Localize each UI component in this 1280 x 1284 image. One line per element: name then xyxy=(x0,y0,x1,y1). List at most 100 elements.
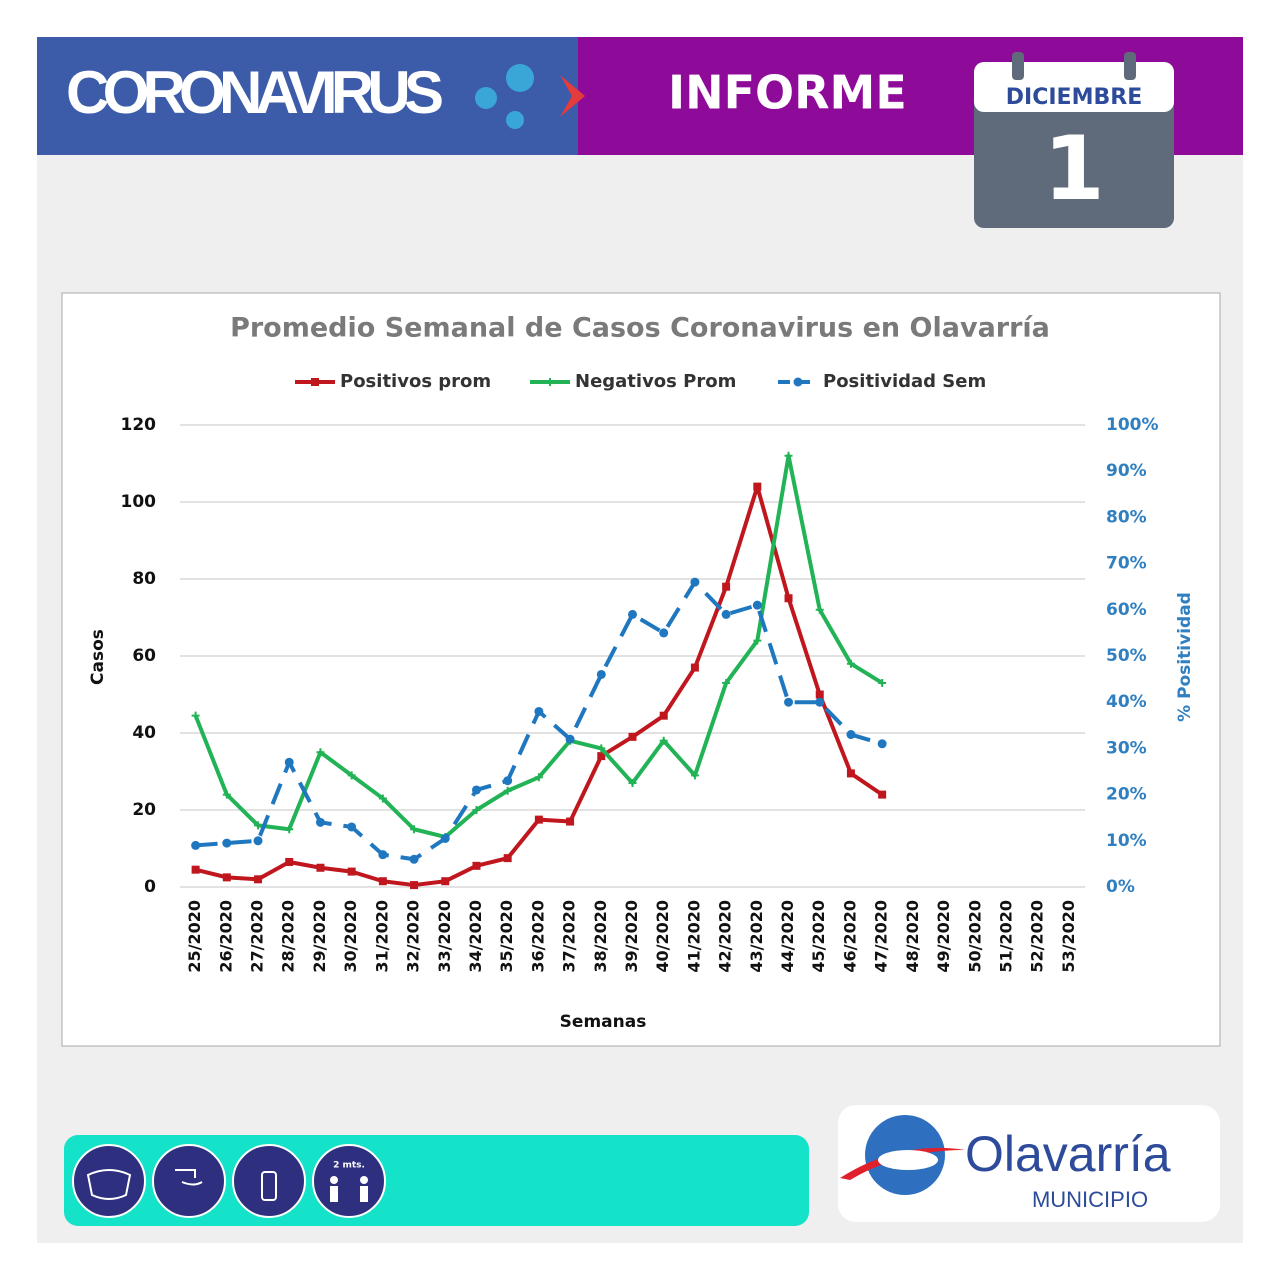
x-tick-label: 38/2020 xyxy=(591,900,610,973)
x-tick-label: 27/2020 xyxy=(248,900,267,973)
x-tick-label: 46/2020 xyxy=(840,900,859,973)
marker xyxy=(441,877,450,886)
marker xyxy=(222,838,232,848)
marker xyxy=(846,769,855,778)
marker xyxy=(503,776,513,786)
x-tick-label: 49/2020 xyxy=(934,900,953,973)
marker xyxy=(284,757,294,767)
marker xyxy=(878,790,887,799)
y2-tick-label: 40% xyxy=(1106,692,1147,712)
x-tick-label: 39/2020 xyxy=(622,900,641,973)
marker xyxy=(378,877,387,886)
x-tick-label: 44/2020 xyxy=(778,900,797,973)
x-tick-label: 52/2020 xyxy=(1028,900,1047,973)
y-tick-label: 40 xyxy=(132,723,156,743)
y-tick-label: 0 xyxy=(144,877,156,897)
chart-title: Promedio Semanal de Casos Coronavirus en… xyxy=(230,313,1050,344)
marker xyxy=(877,739,887,749)
marker xyxy=(659,628,669,638)
y2-tick-label: 60% xyxy=(1106,600,1147,620)
y2-tick-label: 50% xyxy=(1106,646,1147,666)
marker xyxy=(753,482,762,491)
y2-tick-label: 30% xyxy=(1106,738,1147,758)
marker xyxy=(546,378,554,386)
x-tick-label: 32/2020 xyxy=(404,900,423,973)
marker xyxy=(628,779,637,788)
marker xyxy=(316,863,325,872)
marker xyxy=(222,790,231,799)
marker xyxy=(753,636,762,645)
marker xyxy=(410,825,419,834)
marker xyxy=(628,732,637,741)
x-tick-label: 29/2020 xyxy=(310,900,329,973)
marker xyxy=(409,854,419,864)
calendar: DICIEMBRE 1 xyxy=(974,52,1174,228)
x-tick-label: 31/2020 xyxy=(372,900,391,973)
virus-icons xyxy=(475,64,585,129)
x-tick-label: 40/2020 xyxy=(653,900,672,973)
x-tick-label: 50/2020 xyxy=(965,900,984,973)
x-tick-label: 37/2020 xyxy=(560,900,579,973)
marker xyxy=(471,785,481,795)
legend-label: Negativos Prom xyxy=(575,371,736,392)
marker xyxy=(254,821,263,830)
marker xyxy=(378,850,388,860)
y2-tick-label: 10% xyxy=(1106,831,1147,851)
marker xyxy=(285,825,294,834)
marker xyxy=(815,697,825,707)
y-axis-title: Casos xyxy=(88,629,108,685)
marker xyxy=(722,678,731,687)
marker xyxy=(784,697,794,707)
marker xyxy=(222,873,231,882)
y2-tick-label: 20% xyxy=(1106,785,1147,805)
x-tick-label: 51/2020 xyxy=(996,900,1015,973)
x-tick-label: 36/2020 xyxy=(528,900,547,973)
marker xyxy=(690,577,700,587)
x-tick-label: 45/2020 xyxy=(809,900,828,973)
prevention-icons xyxy=(72,1144,386,1218)
x-tick-label: 34/2020 xyxy=(466,900,485,973)
marker xyxy=(659,711,668,720)
marker xyxy=(534,773,543,782)
x-tick-label: 30/2020 xyxy=(341,900,360,973)
marker xyxy=(793,377,803,387)
x-tick-label: 47/2020 xyxy=(872,900,891,973)
y-tick-label: 100 xyxy=(121,492,157,512)
x-tick-label: 42/2020 xyxy=(716,900,735,973)
banner-title: CORONAVIRUS xyxy=(66,59,444,126)
marker xyxy=(721,609,731,619)
marker xyxy=(815,605,824,614)
y2-tick-label: 0% xyxy=(1106,877,1135,897)
x-tick-label: 48/2020 xyxy=(903,900,922,973)
marker xyxy=(846,730,856,740)
marker xyxy=(815,690,824,699)
marker xyxy=(784,451,793,460)
marker xyxy=(752,600,762,610)
calendar-day: 1 xyxy=(1043,117,1104,220)
marker xyxy=(878,678,887,687)
marker xyxy=(191,711,200,720)
marker xyxy=(596,669,606,679)
x-axis-title: Semanas xyxy=(560,1012,647,1032)
marker xyxy=(254,875,263,884)
y2-tick-label: 90% xyxy=(1106,461,1147,481)
y-tick-label: 120 xyxy=(121,415,157,435)
marker xyxy=(690,771,699,780)
marker xyxy=(597,744,606,753)
marker xyxy=(347,771,356,780)
marker xyxy=(315,817,325,827)
marker xyxy=(628,609,637,619)
x-tick-label: 28/2020 xyxy=(279,900,298,973)
chart: Promedio Semanal de Casos Coronavirus en… xyxy=(88,313,1195,1033)
marker xyxy=(410,881,419,890)
x-tick-label: 35/2020 xyxy=(497,900,516,973)
marker xyxy=(503,786,512,795)
marker xyxy=(311,378,319,386)
chart-frame xyxy=(61,292,1221,1047)
legend-label: Positividad Sem xyxy=(823,371,986,392)
marker xyxy=(440,833,450,843)
y-tick-label: 60 xyxy=(132,646,156,666)
x-tick-label: 43/2020 xyxy=(747,900,766,973)
distance-label: 2 mts. xyxy=(333,1161,365,1171)
